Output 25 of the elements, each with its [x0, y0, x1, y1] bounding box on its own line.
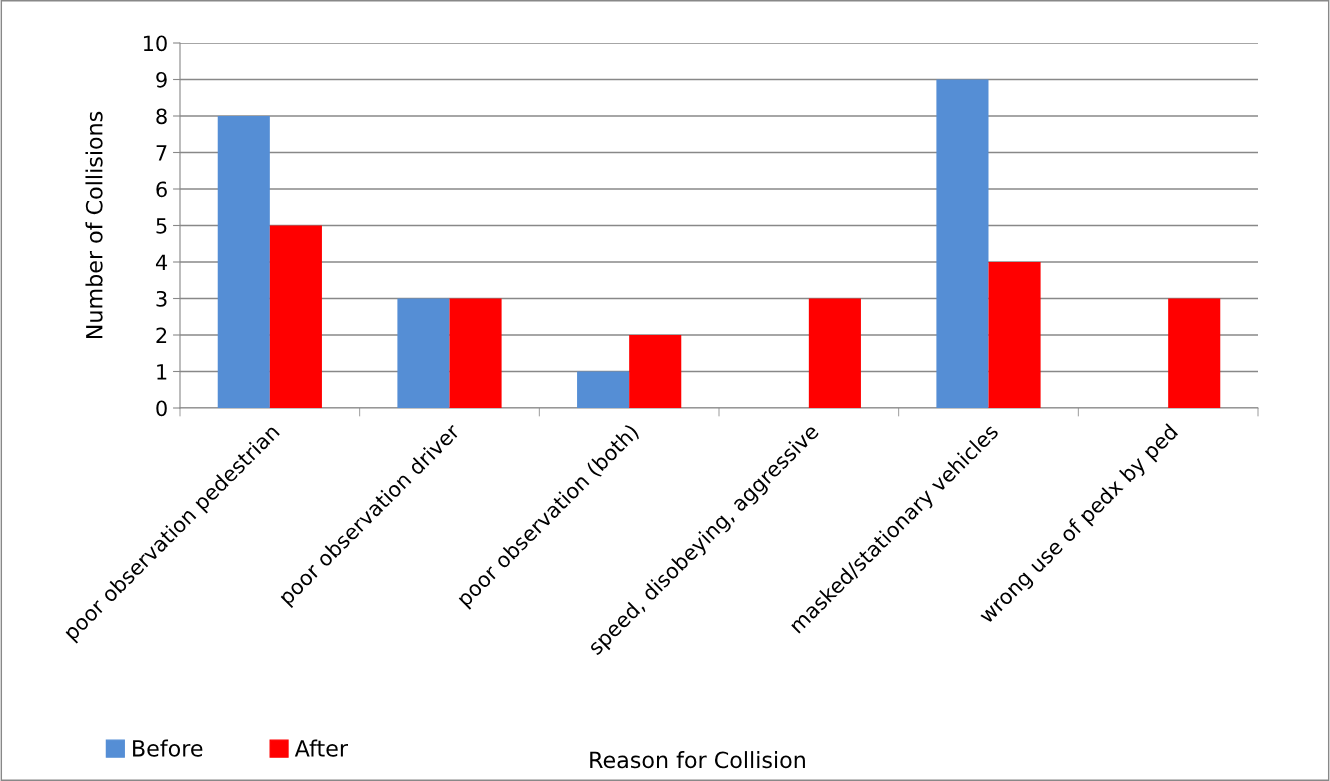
y-tick-label: 5: [156, 218, 167, 234]
bar: [269, 225, 322, 408]
y-tick-label: 4: [155, 254, 168, 270]
legend-label: Before: [133, 739, 203, 757]
bar: [449, 298, 502, 408]
bar: [577, 371, 630, 408]
y-tick-label: 3: [156, 290, 167, 307]
bar: [936, 79, 989, 408]
legend-label: After: [294, 739, 349, 757]
y-tick-label: 1: [157, 364, 167, 380]
y-tick-label: 6: [156, 181, 167, 198]
y-tick-label: 8: [156, 108, 167, 125]
y-tick-label: 2: [156, 327, 167, 343]
bar: [217, 116, 270, 408]
bar: [1168, 298, 1221, 408]
bar: [808, 298, 861, 408]
bar: [988, 262, 1041, 408]
y-tick-label: 10: [143, 35, 167, 52]
y-tick-label: 7: [156, 145, 167, 161]
y-tick-label: 0: [156, 400, 167, 417]
x-axis-title: Reason for Collision: [590, 751, 805, 769]
y-tick-label: 9: [156, 71, 167, 88]
bar: [397, 298, 450, 408]
bar: [629, 335, 682, 408]
y-axis-title: Number of Collisions: [85, 111, 103, 339]
